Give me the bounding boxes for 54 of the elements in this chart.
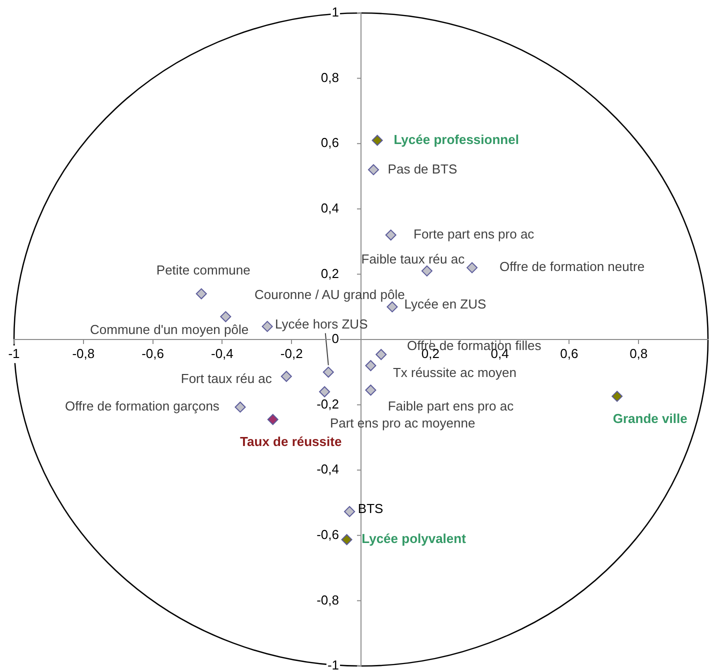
point bbox=[466, 262, 478, 274]
point bbox=[372, 134, 383, 146]
annotation: Grande ville bbox=[612, 410, 688, 426]
x-tick-label: -1 bbox=[8, 346, 20, 361]
point bbox=[376, 349, 387, 360]
annotation: Fort taux réu ac bbox=[180, 370, 272, 386]
point bbox=[386, 301, 398, 312]
point bbox=[267, 414, 278, 425]
annotation: Offre de formation garçons bbox=[65, 398, 220, 414]
point bbox=[319, 386, 330, 398]
y-tick-label: -0,2 bbox=[316, 396, 339, 412]
y-tick-label: -0,8 bbox=[316, 592, 339, 608]
point bbox=[262, 320, 273, 332]
point bbox=[196, 288, 207, 300]
annotation: Commune d'un moyen pôle bbox=[90, 322, 249, 338]
point bbox=[322, 366, 334, 378]
x-tick-label: 0,8 bbox=[630, 346, 648, 361]
y-tick-label: 0,4 bbox=[320, 200, 339, 216]
x-tick-label: 0,6 bbox=[560, 346, 578, 361]
annotation: Offre de formation neutre bbox=[500, 259, 645, 274]
y-tick-label: 0,6 bbox=[320, 135, 339, 150]
point bbox=[234, 402, 246, 413]
y-tick-label: -1 bbox=[327, 658, 339, 672]
y-tick-label: -0,4 bbox=[316, 462, 339, 477]
point bbox=[385, 230, 396, 241]
annotation: Lycée polyvalent bbox=[362, 531, 467, 546]
y-tick-label: -0,6 bbox=[316, 526, 339, 542]
point bbox=[280, 370, 292, 382]
x-tick-label: -0,6 bbox=[142, 346, 164, 361]
x-tick-label: -0,4 bbox=[210, 346, 234, 361]
point bbox=[612, 390, 623, 402]
annotation: Lycée professionnel bbox=[394, 132, 519, 147]
annotation: Taux de réussite bbox=[240, 434, 342, 450]
point bbox=[220, 311, 232, 322]
annotation: Tx réussite ac moyen bbox=[392, 365, 516, 380]
annotation: Pas de BTS bbox=[388, 161, 458, 176]
y-tick-label: 0 bbox=[332, 331, 339, 346]
annotation: Faible taux réu ac bbox=[361, 252, 466, 267]
point bbox=[368, 164, 379, 176]
point bbox=[365, 384, 376, 396]
x-tick-label: -0,2 bbox=[280, 346, 303, 361]
y-tick-label: 1 bbox=[332, 4, 339, 20]
annotation: Faible part ens pro ac bbox=[388, 398, 514, 414]
point bbox=[365, 360, 376, 372]
point bbox=[344, 506, 356, 518]
annotation: BTS bbox=[358, 501, 384, 516]
annotation: Forte part ens pro ac bbox=[414, 226, 535, 242]
point bbox=[421, 265, 432, 276]
point bbox=[341, 534, 352, 546]
y-tick-label: 0,8 bbox=[320, 70, 339, 85]
annotation: Petite commune bbox=[156, 262, 250, 278]
x-tick-label: -0,8 bbox=[72, 346, 95, 361]
y-tick-label: 0,2 bbox=[320, 266, 339, 281]
annotation: Lycée en ZUS bbox=[404, 296, 486, 312]
